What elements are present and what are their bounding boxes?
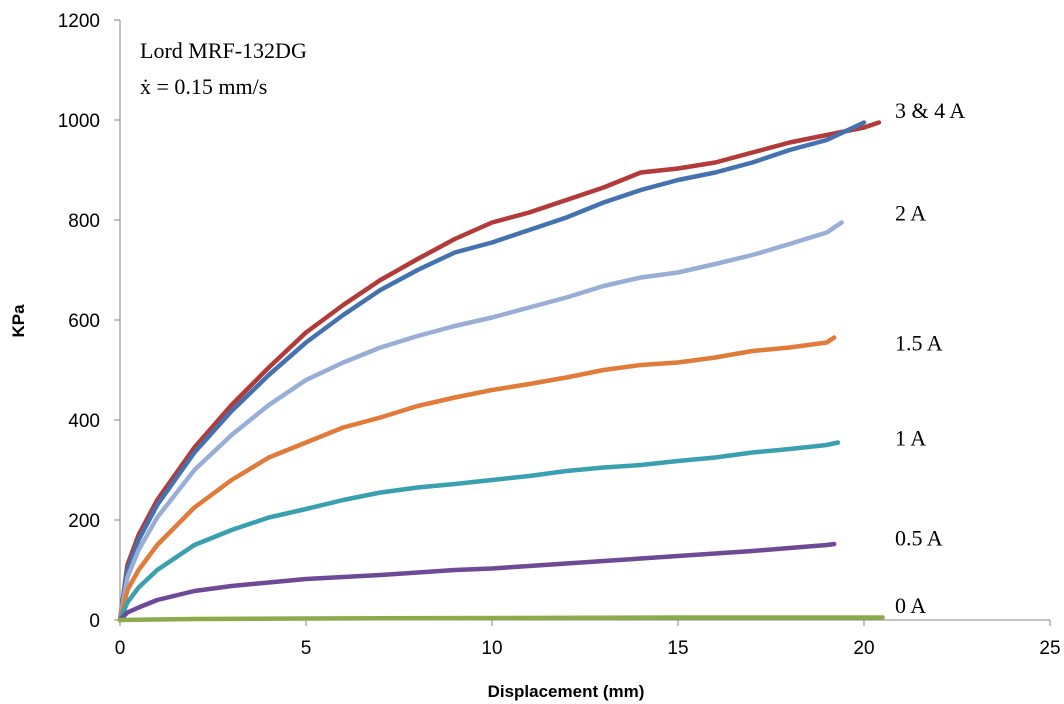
series-line-1 [117,120,867,623]
x-tick-label: 0 [115,638,126,659]
series-label-4: 0.5 A [895,526,943,551]
x-tick-label: 10 [481,638,502,659]
series-label-5: 0 A [895,593,926,618]
series-line-5 [117,541,837,623]
series-label-1: 2 A [895,201,926,226]
y-tick-label: 0 [89,611,100,632]
series-line-4 [117,440,841,623]
y-tick-label: 200 [68,511,100,532]
axes: 0 5 10 15 20 25 0 200 400 600 800 1000 1200 [58,11,1061,659]
annotation-line2: ẋ = 0.15 mm/s [140,74,267,99]
series-line-2 [117,220,844,623]
y-tick-label: 400 [68,411,100,432]
x-tick-label: 5 [301,638,312,659]
y-axis-title: KPa [9,304,28,338]
series-label-3: 1 A [895,426,926,451]
series-line-0 [117,120,882,623]
y-tick-label: 1200 [58,11,100,32]
x-tick-label: 25 [1039,638,1060,659]
annotation-line1: Lord MRF-132DG [140,38,307,63]
series-line-6 [117,615,885,623]
y-tick-label: 800 [68,211,100,232]
x-tick-label: 15 [667,638,688,659]
x-tick-label: 20 [853,638,874,659]
x-axis-title: Displacement (mm) [488,682,645,701]
y-tick-label: 600 [68,311,100,332]
series-lines [117,120,885,623]
series-label-0: 3 & 4 A [895,98,965,123]
y-tick-label: 1000 [58,111,100,132]
series-labels: 3 & 4 A 2 A 1.5 A 1 A 0.5 A 0 A [895,98,965,618]
series-line-3 [117,335,837,623]
series-label-2: 1.5 A [895,331,943,356]
